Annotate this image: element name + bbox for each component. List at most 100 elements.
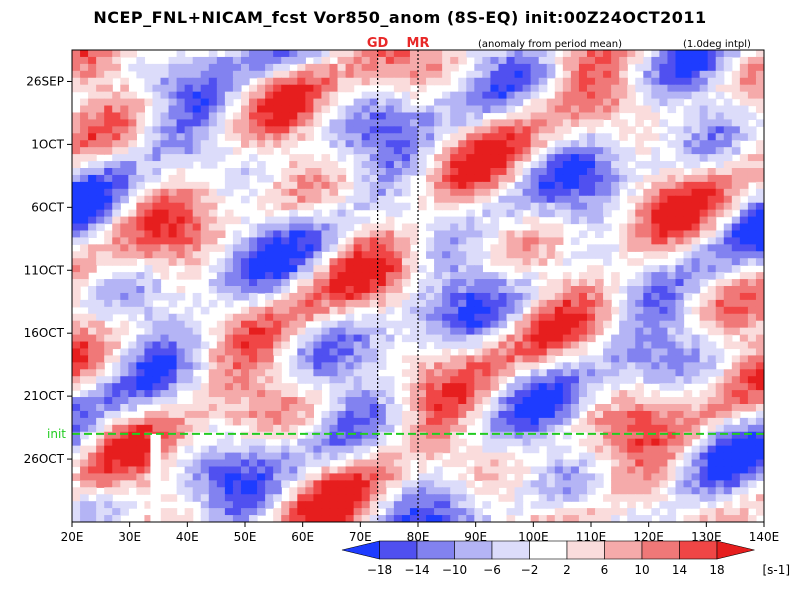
field-cell	[377, 362, 387, 370]
field-cell	[168, 126, 178, 134]
field-cell	[176, 320, 186, 329]
field-cell	[104, 390, 113, 398]
field-cell	[723, 334, 733, 343]
field-cell	[675, 209, 685, 218]
field-cell	[578, 466, 588, 475]
field-cell	[699, 56, 709, 65]
field-cell	[112, 515, 121, 522]
field-cell	[377, 383, 387, 391]
field-cell	[546, 251, 556, 259]
field-cell	[120, 168, 129, 176]
field-cell	[490, 410, 500, 419]
field-cell	[586, 327, 596, 336]
field-cell	[200, 154, 210, 162]
field-cell	[747, 237, 757, 245]
field-cell	[603, 70, 612, 79]
field-cell	[635, 299, 644, 308]
field-cell	[699, 258, 709, 266]
field-cell	[353, 390, 363, 398]
field-cell	[168, 459, 178, 468]
field-cell	[401, 438, 411, 447]
field-cell	[224, 452, 234, 461]
field-cell	[603, 452, 612, 461]
field-cell	[369, 230, 379, 239]
field-cell	[176, 84, 186, 93]
field-cell	[289, 126, 298, 134]
field-cell	[104, 487, 113, 495]
field-cell	[401, 494, 411, 502]
field-cell	[619, 445, 628, 454]
field-cell	[466, 390, 475, 398]
field-cell	[643, 424, 652, 433]
field-cell	[232, 466, 242, 475]
field-cell	[88, 244, 97, 252]
field-cell	[345, 466, 355, 475]
field-cell	[707, 147, 717, 155]
field-cell	[707, 216, 717, 225]
field-cell	[321, 223, 331, 232]
field-cell	[361, 466, 371, 475]
field-cell	[522, 119, 532, 127]
field-cell	[506, 237, 516, 245]
field-cell	[611, 473, 620, 481]
field-cell	[595, 272, 604, 280]
field-cell	[611, 202, 620, 211]
field-cell	[369, 174, 379, 183]
field-cell	[450, 119, 459, 127]
field-cell	[538, 133, 548, 141]
field-cell	[329, 286, 339, 294]
field-cell	[160, 424, 170, 433]
field-cell	[88, 216, 97, 225]
field-cell	[377, 265, 387, 273]
field-cell	[683, 251, 693, 259]
field-cell	[136, 452, 146, 461]
field-cell	[240, 487, 250, 495]
field-cell	[337, 174, 347, 183]
field-cell	[305, 341, 314, 350]
field-cell	[337, 112, 347, 121]
field-cell	[707, 404, 717, 412]
field-cell	[249, 70, 258, 79]
field-cell	[305, 195, 314, 204]
field-cell	[249, 376, 258, 384]
field-cell	[329, 362, 339, 370]
field-cell	[208, 348, 218, 357]
field-cell	[297, 98, 306, 107]
field-cell	[747, 459, 757, 468]
field-cell	[369, 140, 379, 148]
field-cell	[273, 424, 282, 433]
field-cell	[699, 341, 709, 350]
field-cell	[683, 355, 693, 363]
field-cell	[136, 459, 146, 468]
field-cell	[683, 487, 693, 495]
field-cell	[522, 154, 532, 162]
field-cell	[739, 355, 749, 363]
field-cell	[514, 501, 524, 509]
field-cell	[329, 397, 339, 405]
field-cell	[96, 480, 105, 488]
field-cell	[707, 383, 717, 391]
field-cell	[369, 112, 379, 121]
field-cell	[273, 188, 282, 197]
field-cell	[715, 438, 725, 447]
field-cell	[755, 188, 764, 197]
field-cell	[611, 181, 620, 190]
field-cell	[345, 508, 355, 516]
field-cell	[232, 480, 242, 488]
field-cell	[80, 63, 89, 72]
field-cell	[120, 466, 129, 475]
field-cell	[257, 77, 266, 86]
field-cell	[426, 327, 435, 336]
field-cell	[393, 56, 403, 65]
field-cell	[289, 140, 298, 148]
field-cell	[136, 424, 146, 433]
field-cell	[755, 105, 764, 114]
field-cell	[377, 154, 387, 162]
field-cell	[458, 77, 467, 86]
field-cell	[232, 251, 242, 259]
field-cell	[514, 258, 524, 266]
field-cell	[353, 383, 363, 391]
field-cell	[603, 286, 612, 294]
field-cell	[683, 501, 693, 509]
